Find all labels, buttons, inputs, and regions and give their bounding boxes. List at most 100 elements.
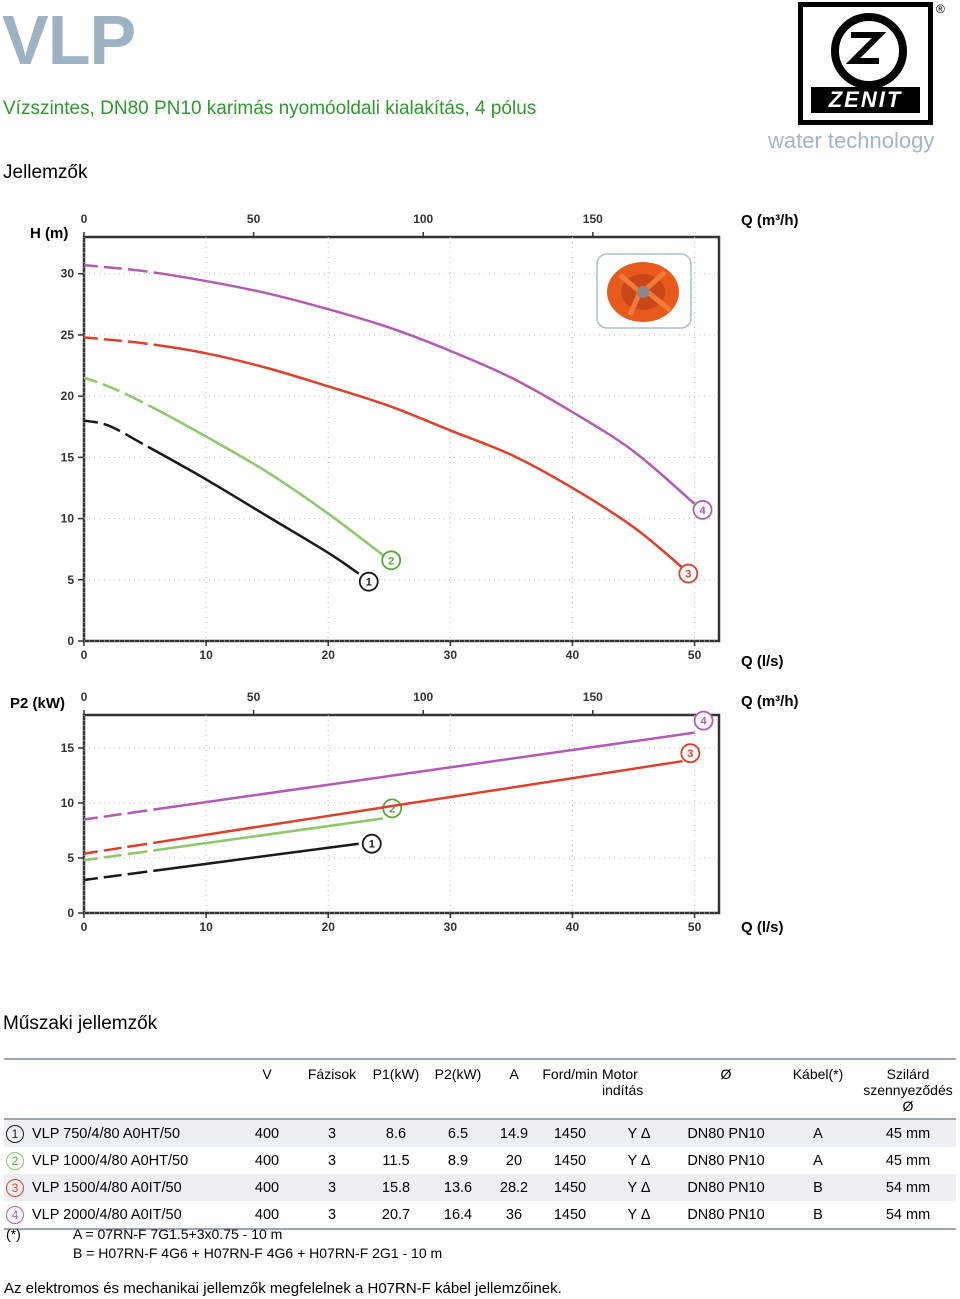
curve-number-badge: 1	[6, 1124, 24, 1143]
cell-p1: 8.6	[385, 1125, 407, 1142]
x2-tick-label: 150	[583, 212, 603, 226]
footnote-cable-b: B = H07RN-F 4G6 + H07RN-F 4G6 + H07RN-F …	[73, 1245, 443, 1261]
series-line-3	[83, 336, 684, 569]
model-name: VLP 1500/4/80 A0IT/50	[32, 1179, 182, 1196]
cell-rpm: 1450	[553, 1152, 587, 1169]
x-tick-label: 20	[322, 920, 336, 934]
col-model	[4, 1059, 236, 1119]
x2-tick-label: 0	[81, 212, 88, 226]
product-subtitle: Vízszintes, DN80 PN10 karimás nyomóoldal…	[3, 98, 537, 119]
cell-p1: 11.5	[382, 1152, 410, 1169]
cell-rpm: 1450	[553, 1179, 587, 1196]
cell-phases: 3	[327, 1152, 337, 1169]
cell-p1: 20.7	[381, 1206, 411, 1223]
y-tick-label: 25	[61, 328, 75, 342]
col-amps: A	[509, 1066, 519, 1082]
table-row: 3 VLP 1500/4/80 A0IT/50 400 3 15.8 13.6 2…	[4, 1174, 956, 1201]
x-tick-label: 20	[322, 648, 336, 662]
x-axis-label: Q (l/s)	[741, 919, 784, 936]
y-tick-label: 30	[61, 267, 75, 281]
x2-tick-label: 0	[81, 690, 88, 704]
cell-start: Y Δ	[627, 1206, 651, 1223]
cell-diameter: DN80 PN10	[687, 1125, 765, 1142]
x-tick-label: 30	[444, 920, 458, 934]
cell-amps: 20	[505, 1152, 523, 1169]
cell-p2: 8.9	[447, 1152, 469, 1169]
col-diameter: Ø	[720, 1066, 732, 1082]
cell-p2: 16.4	[443, 1206, 473, 1223]
cell-cable: A	[813, 1125, 823, 1142]
cell-p2: 6.5	[447, 1125, 469, 1142]
curve-number-badge: 2	[6, 1151, 24, 1170]
x-tick-label: 50	[688, 648, 702, 662]
series-badge-label: 2	[389, 803, 395, 815]
page-title: VLP	[2, 1, 136, 79]
cell-amps: 36	[505, 1206, 523, 1223]
cell-solid: 54 mm	[885, 1179, 931, 1196]
cell-cable: B	[813, 1179, 823, 1196]
table-row: 2 VLP 1000/4/80 A0HT/50 400 3 11.5 8.9 20…	[4, 1147, 956, 1174]
series-line-4	[83, 731, 695, 821]
plot-frame	[82, 713, 721, 915]
col-p1: P1(kW)	[372, 1066, 420, 1082]
x2-tick-label: 150	[583, 690, 603, 704]
col-voltage: V	[262, 1066, 272, 1082]
x2-tick-label: 100	[413, 212, 433, 226]
cell-rpm: 1450	[553, 1206, 587, 1223]
x2-tick-label: 50	[247, 690, 261, 704]
cell-voltage: 400	[254, 1206, 280, 1223]
cell-start: Y Δ	[627, 1152, 651, 1169]
series-badge-label: 2	[388, 555, 394, 567]
series-badge-label: 1	[366, 577, 372, 589]
x2-axis-label: Q (m³/h)	[741, 693, 799, 710]
series-badge-4	[693, 710, 714, 731]
cell-cable: A	[813, 1152, 823, 1169]
cell-voltage: 400	[254, 1152, 280, 1169]
x-axis-label: Q (l/s)	[741, 653, 784, 670]
y-tick-label: 20	[61, 389, 75, 403]
plot-frame	[82, 235, 721, 643]
series-badge-3	[678, 563, 699, 584]
x-tick-label: 10	[199, 920, 213, 934]
col-solid: Szilárd szennyeződés Ø	[863, 1066, 953, 1114]
footnote-marker: (*)	[6, 1226, 21, 1242]
x-tick-label: 50	[688, 920, 702, 934]
series-line-3	[83, 759, 683, 855]
plot-area: 0 5 10 15 20 25 30 0 10 20 30 40 50 0 50 100 150 1 2 3 4	[61, 212, 721, 662]
x-tick-label: 30	[444, 648, 458, 662]
series-badge-4	[692, 499, 713, 520]
series-badge-3	[680, 743, 701, 764]
series-badge-1	[358, 571, 379, 592]
y-tick-label: 10	[61, 512, 75, 526]
table-row: 1 VLP 750/4/80 A0HT/50 400 3 8.6 6.5 14.9…	[4, 1119, 956, 1147]
series-line-2	[83, 817, 384, 862]
y-tick-label: 0	[67, 906, 74, 920]
cell-p1: 15.8	[381, 1179, 411, 1196]
model-name: VLP 2000/4/80 A0IT/50	[32, 1206, 182, 1223]
series-badge-label: 4	[701, 716, 708, 728]
col-rpm: Ford/min	[542, 1066, 598, 1082]
series-line-2	[83, 376, 384, 557]
cell-rpm: 1450	[553, 1125, 587, 1142]
x2-axis-label: Q (m³/h)	[741, 212, 799, 229]
cell-solid: 45 mm	[885, 1125, 931, 1142]
y-tick-label: 0	[67, 634, 74, 648]
logo-tagline: water technology	[768, 128, 935, 153]
zenit-logo: ZENIT	[798, 2, 933, 125]
col-p2: P2(kW)	[434, 1066, 482, 1082]
spec-table: V Fázisok P1(kW) P2(kW) A Ford/min Motor…	[4, 1058, 956, 1230]
x-tick-label: 40	[566, 920, 580, 934]
cell-phases: 3	[327, 1179, 337, 1196]
cell-phases: 3	[327, 1125, 337, 1142]
cell-start: Y Δ	[627, 1179, 651, 1196]
y-tick-label: 15	[61, 450, 75, 464]
series-line-1	[83, 419, 360, 575]
col-cable: Kábel(*)	[792, 1066, 844, 1082]
cell-cable: B	[813, 1206, 823, 1223]
cell-diameter: DN80 PN10	[687, 1206, 765, 1223]
model-name: VLP 1000/4/80 A0HT/50	[32, 1152, 189, 1169]
x-tick-label: 10	[199, 648, 213, 662]
cell-amps: 28.2	[499, 1179, 529, 1196]
